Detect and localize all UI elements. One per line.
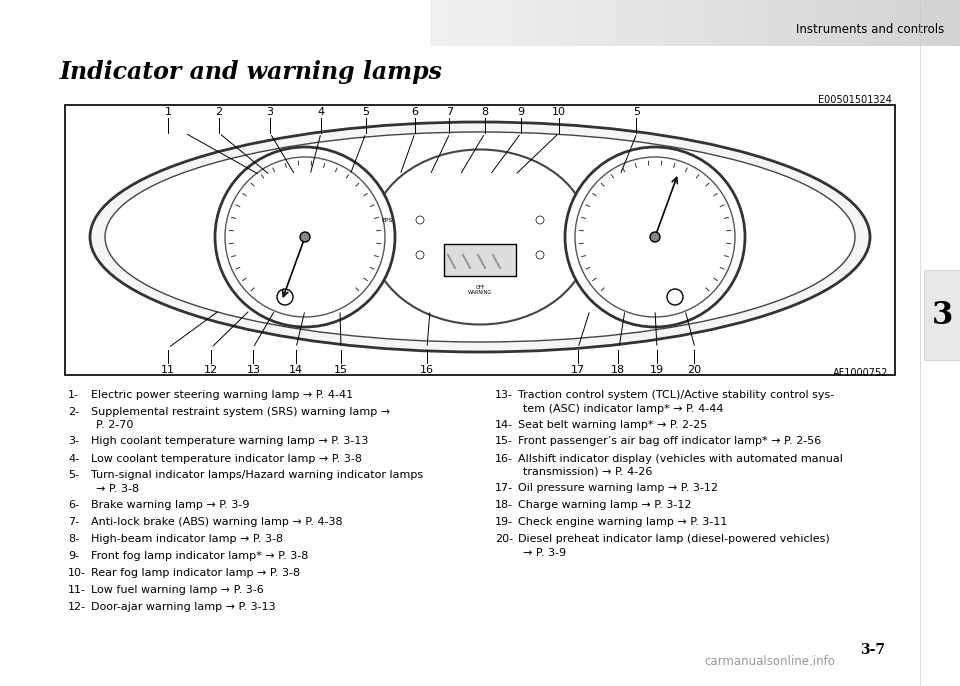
Text: E00501501324: E00501501324 xyxy=(818,95,892,105)
Text: Instruments and controls: Instruments and controls xyxy=(796,23,944,36)
Text: 11: 11 xyxy=(161,365,175,375)
Text: 3: 3 xyxy=(266,107,274,117)
Text: 13: 13 xyxy=(247,365,260,375)
Text: 20: 20 xyxy=(687,365,701,375)
Text: 5-: 5- xyxy=(68,471,79,480)
Text: Low coolant temperature indicator lamp → P. 3-8: Low coolant temperature indicator lamp →… xyxy=(91,453,362,464)
Circle shape xyxy=(667,289,683,305)
Circle shape xyxy=(536,216,544,224)
Text: Front fog lamp indicator lamp* → P. 3-8: Front fog lamp indicator lamp* → P. 3-8 xyxy=(91,551,308,561)
Text: 3-7: 3-7 xyxy=(860,643,885,657)
Text: 19-: 19- xyxy=(495,517,514,527)
Text: AF1000752: AF1000752 xyxy=(832,368,888,378)
Text: 16-: 16- xyxy=(495,453,513,464)
Text: 10-: 10- xyxy=(68,568,86,578)
Text: 12-: 12- xyxy=(68,602,86,612)
Text: 2: 2 xyxy=(215,107,223,117)
Text: 9: 9 xyxy=(517,107,525,117)
Text: 16: 16 xyxy=(420,365,434,375)
Text: 14-: 14- xyxy=(495,420,514,429)
Text: Front passenger’s air bag off indicator lamp* → P. 2-56: Front passenger’s air bag off indicator … xyxy=(518,436,821,447)
Text: Diesel preheat indicator lamp (diesel-powered vehicles): Diesel preheat indicator lamp (diesel-po… xyxy=(518,534,829,544)
Text: Seat belt warning lamp* → P. 2-25: Seat belt warning lamp* → P. 2-25 xyxy=(518,420,708,429)
Text: 1-: 1- xyxy=(68,390,79,400)
Text: 8: 8 xyxy=(481,107,489,117)
Text: 19: 19 xyxy=(650,365,663,375)
Text: 7-: 7- xyxy=(68,517,79,527)
Text: 12: 12 xyxy=(204,365,218,375)
Text: 15-: 15- xyxy=(495,436,513,447)
Text: Door-ajar warning lamp → P. 3-13: Door-ajar warning lamp → P. 3-13 xyxy=(91,602,276,612)
Text: transmission) → P. 4-26: transmission) → P. 4-26 xyxy=(523,467,653,477)
Text: Traction control system (TCL)/Active stability control sys-: Traction control system (TCL)/Active sta… xyxy=(518,390,834,400)
Text: 10: 10 xyxy=(552,107,565,117)
Text: 15: 15 xyxy=(334,365,348,375)
Text: 3-: 3- xyxy=(68,436,79,447)
Text: P. 2-70: P. 2-70 xyxy=(96,421,133,431)
Text: 7: 7 xyxy=(445,107,453,117)
Text: 18-: 18- xyxy=(495,500,514,510)
Text: carmanualsonline.info: carmanualsonline.info xyxy=(705,655,835,668)
Text: 8-: 8- xyxy=(68,534,79,544)
FancyBboxPatch shape xyxy=(65,105,895,375)
Text: 6: 6 xyxy=(411,107,419,117)
Text: → P. 3-8: → P. 3-8 xyxy=(96,484,139,494)
Ellipse shape xyxy=(90,122,870,352)
Ellipse shape xyxy=(370,150,590,324)
Text: High-beam indicator lamp → P. 3-8: High-beam indicator lamp → P. 3-8 xyxy=(91,534,283,544)
Text: → P. 3-9: → P. 3-9 xyxy=(523,547,566,558)
Text: Check engine warning lamp → P. 3-11: Check engine warning lamp → P. 3-11 xyxy=(518,517,728,527)
Text: Oil pressure warning lamp → P. 3-12: Oil pressure warning lamp → P. 3-12 xyxy=(518,483,718,493)
Text: Allshift indicator display (vehicles with automated manual: Allshift indicator display (vehicles wit… xyxy=(518,453,843,464)
Text: Supplemental restraint system (SRS) warning lamp →: Supplemental restraint system (SRS) warn… xyxy=(91,407,390,417)
Ellipse shape xyxy=(105,132,855,342)
Text: Turn-signal indicator lamps/Hazard warning indicator lamps: Turn-signal indicator lamps/Hazard warni… xyxy=(91,471,423,480)
Text: Charge warning lamp → P. 3-12: Charge warning lamp → P. 3-12 xyxy=(518,500,691,510)
Text: Indicator and warning lamps: Indicator and warning lamps xyxy=(60,60,443,84)
Text: High coolant temperature warning lamp → P. 3-13: High coolant temperature warning lamp → … xyxy=(91,436,369,447)
Text: Low fuel warning lamp → P. 3-6: Low fuel warning lamp → P. 3-6 xyxy=(91,585,264,595)
Text: OFF
WARNING: OFF WARNING xyxy=(468,285,492,296)
Text: 11-: 11- xyxy=(68,585,86,595)
Text: Brake warning lamp → P. 3-9: Brake warning lamp → P. 3-9 xyxy=(91,500,250,510)
Text: 4: 4 xyxy=(317,107,324,117)
FancyBboxPatch shape xyxy=(924,270,960,360)
Text: Rear fog lamp indicator lamp → P. 3-8: Rear fog lamp indicator lamp → P. 3-8 xyxy=(91,568,300,578)
Text: 14: 14 xyxy=(289,365,302,375)
Text: 17: 17 xyxy=(571,365,585,375)
Circle shape xyxy=(277,289,293,305)
Circle shape xyxy=(300,232,310,242)
Text: EPS: EPS xyxy=(381,217,393,222)
Text: 20-: 20- xyxy=(495,534,514,544)
Text: 1: 1 xyxy=(164,107,172,117)
Text: tem (ASC) indicator lamp* → P. 4-44: tem (ASC) indicator lamp* → P. 4-44 xyxy=(523,403,724,414)
Text: 4-: 4- xyxy=(68,453,79,464)
FancyBboxPatch shape xyxy=(444,244,516,276)
Text: 17-: 17- xyxy=(495,483,514,493)
Text: Anti-lock brake (ABS) warning lamp → P. 4-38: Anti-lock brake (ABS) warning lamp → P. … xyxy=(91,517,343,527)
Circle shape xyxy=(416,216,424,224)
Text: 2-: 2- xyxy=(68,407,79,417)
Text: 18: 18 xyxy=(612,365,625,375)
Text: 5: 5 xyxy=(633,107,640,117)
Text: 5: 5 xyxy=(362,107,370,117)
Circle shape xyxy=(565,147,745,327)
Text: 3: 3 xyxy=(931,300,952,331)
Text: 6-: 6- xyxy=(68,500,79,510)
Text: Electric power steering warning lamp → P. 4-41: Electric power steering warning lamp → P… xyxy=(91,390,353,400)
Circle shape xyxy=(650,232,660,242)
Text: 9-: 9- xyxy=(68,551,79,561)
Circle shape xyxy=(536,251,544,259)
Circle shape xyxy=(215,147,395,327)
Circle shape xyxy=(416,251,424,259)
Text: 13-: 13- xyxy=(495,390,513,400)
